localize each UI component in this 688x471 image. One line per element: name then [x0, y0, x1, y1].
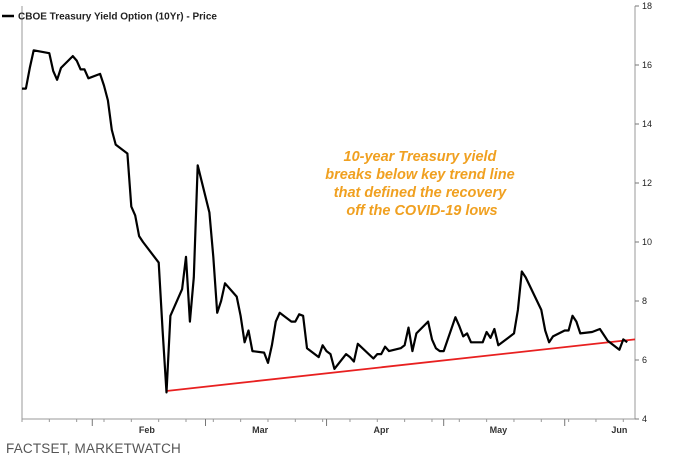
- y-tick-label: 10: [642, 237, 652, 247]
- source-credit: FACTSET, MARKETWATCH: [6, 441, 182, 456]
- x-tick-label: Jun: [611, 425, 627, 435]
- x-tick-label: May: [490, 425, 508, 435]
- legend-label: CBOE Treasury Yield Option (10Yr) - Pric…: [18, 12, 217, 23]
- x-tick-label: Apr: [373, 425, 389, 435]
- trend-line: [166, 338, 636, 392]
- annotation-text: 10-year Treasury yield breaks below key …: [325, 149, 518, 219]
- annotation-line-1: 10-year Treasury yield: [344, 149, 498, 165]
- legend: CBOE Treasury Yield Option (10Yr) - Pric…: [2, 12, 217, 23]
- plot-background: [22, 6, 635, 419]
- x-axis-month-labels: Feb Mar Apr May Jun: [139, 425, 627, 435]
- y-tick-label: 14: [642, 119, 652, 129]
- price-series-line: [22, 49, 628, 394]
- annotation-line-2: breaks below key trend line: [325, 167, 514, 183]
- x-tick-label: Feb: [139, 425, 156, 435]
- annotation-line-4: off the COVID-19 lows: [346, 203, 497, 219]
- annotation-line-3: that defined the recovery: [334, 185, 507, 201]
- y-tick-label: 12: [642, 178, 652, 188]
- x-axis-ticks: [21, 419, 624, 426]
- y-tick-label: 16: [642, 60, 652, 70]
- y-tick-label: 6: [642, 355, 647, 365]
- y-axis: 4 6 8 10 12 14 16 18: [635, 1, 652, 424]
- plot-frame: [21, 6, 636, 420]
- x-tick-label: Mar: [252, 425, 269, 435]
- y-tick-label: 8: [642, 296, 647, 306]
- y-tick-label: 18: [642, 1, 652, 11]
- y-tick-label: 4: [642, 414, 647, 424]
